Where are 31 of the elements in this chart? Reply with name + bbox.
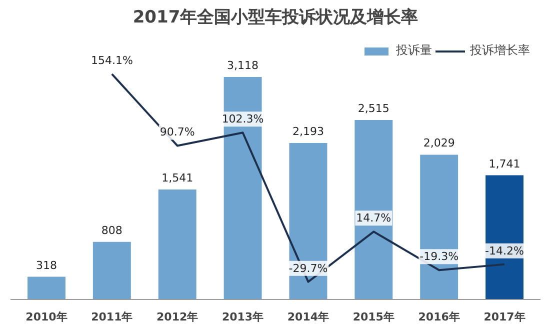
x-tick-label: 2016年 — [418, 310, 460, 324]
chart-title: 2017年全国小型车投诉状况及增长率 — [132, 8, 418, 28]
data-label: -19.3% — [420, 250, 459, 264]
x-tick-label: 2014年 — [287, 310, 330, 324]
bar — [28, 276, 66, 300]
data-label: 102.3% — [222, 112, 264, 126]
legend-label: 投诉增长率 — [470, 42, 530, 59]
x-tick-label: 2011年 — [91, 310, 133, 324]
data-label: 3,118 — [227, 59, 259, 72]
data-label: 90.7% — [160, 126, 195, 139]
legend-label: 投诉量 — [396, 42, 432, 59]
bar — [224, 77, 262, 300]
bar — [354, 120, 393, 300]
data-label: -14.2% — [485, 244, 524, 258]
bar — [92, 242, 131, 300]
x-tick-label: 2013年 — [222, 310, 264, 324]
x-tick-label: 2010年 — [26, 310, 68, 324]
bar — [158, 190, 196, 300]
x-tick-label: 2015年 — [352, 310, 394, 324]
data-label: -29.7% — [288, 262, 328, 275]
data-label: 154.1% — [90, 54, 133, 68]
data-label: 2,515 — [358, 102, 390, 116]
x-tick-label: 2012年 — [156, 310, 198, 324]
data-label: 2,193 — [292, 125, 324, 138]
x-tick-label: 2017年 — [484, 310, 526, 324]
data-label: 318 — [36, 258, 57, 272]
data-label: 2,029 — [423, 136, 455, 150]
data-label: 1,741 — [488, 157, 520, 170]
data-label: 14.7% — [356, 212, 392, 225]
data-label: 1,541 — [162, 172, 194, 185]
data-label: 808 — [101, 224, 122, 237]
